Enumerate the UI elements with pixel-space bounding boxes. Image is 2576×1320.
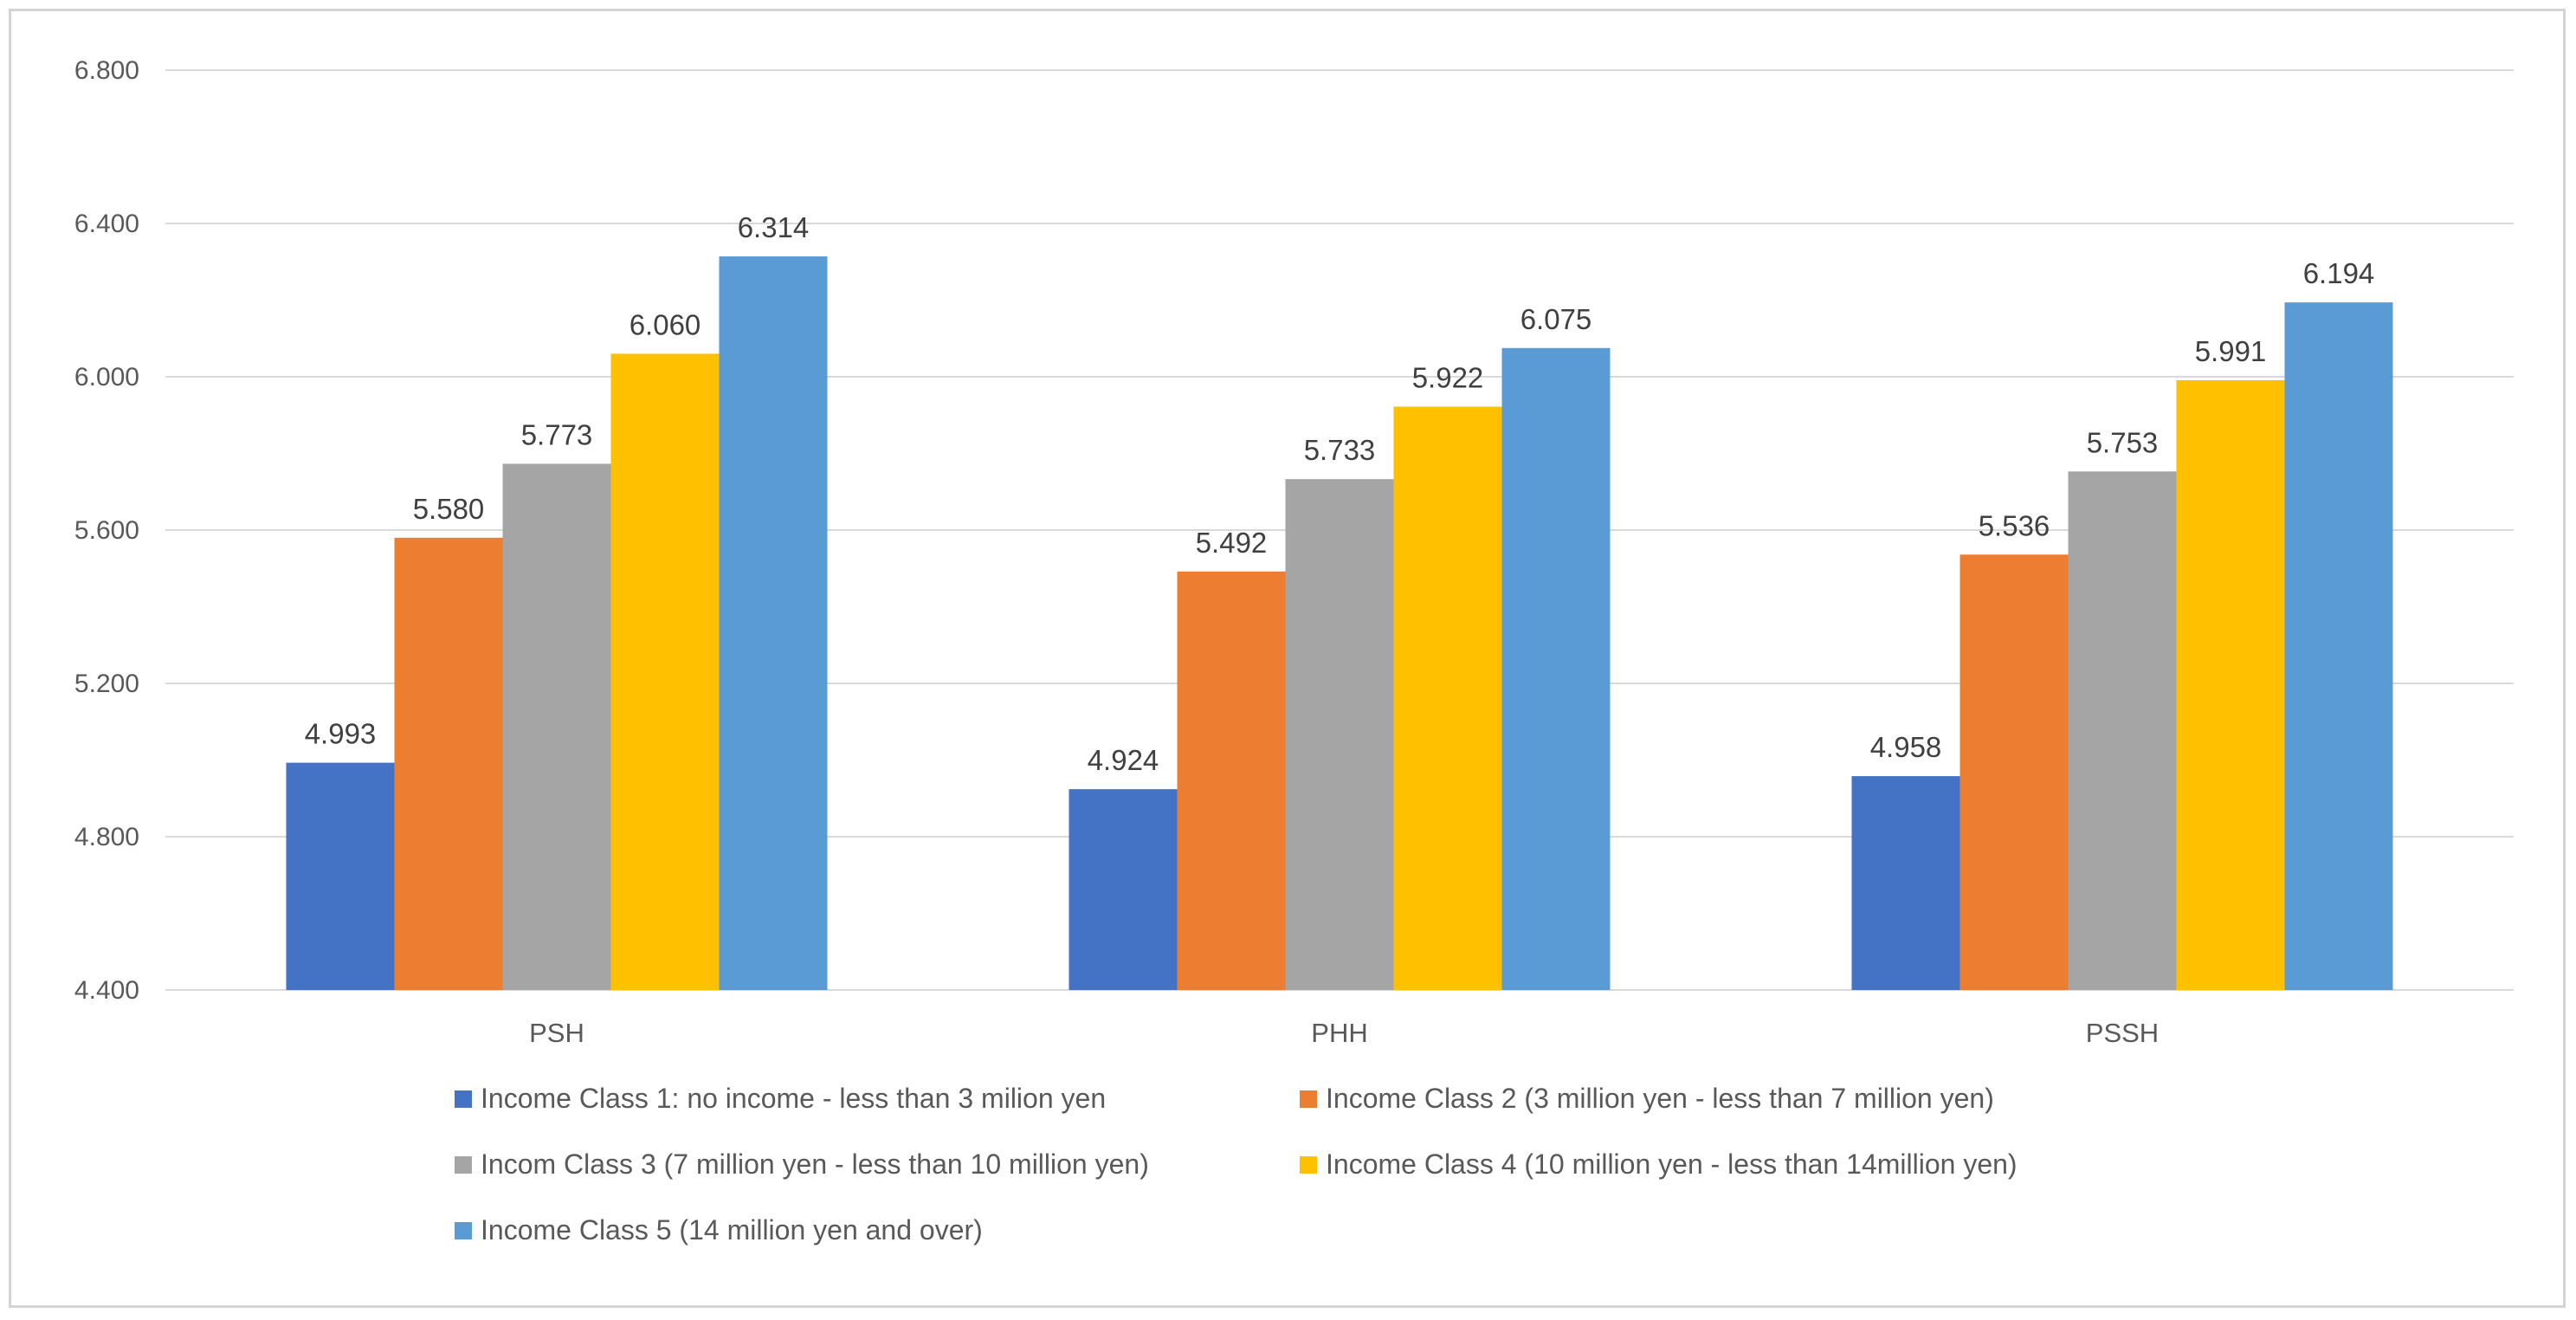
bar-pssh-class-3	[2068, 471, 2177, 990]
data-label: 5.753	[2087, 426, 2159, 458]
data-label: 5.580	[413, 493, 485, 525]
bar-phh-class-1	[1068, 789, 1178, 990]
data-label: 4.993	[305, 718, 377, 750]
y-tick-label: 6.000	[74, 363, 139, 391]
y-tick-label: 5.600	[74, 516, 139, 545]
bar-psh-class-5	[719, 256, 828, 990]
legend-item-class-4: Income Class 4 (10 million yen - less th…	[1300, 1149, 2018, 1180]
category-label-phh: PHH	[1311, 1018, 1367, 1048]
bar-psh-class-4	[610, 353, 720, 990]
bar-phh-class-2	[1177, 571, 1286, 990]
y-tick-label: 6.400	[74, 210, 139, 238]
x-axis-categories: PSH PHH PSSH	[529, 1018, 2159, 1048]
bar-psh-class-1	[286, 762, 395, 990]
data-label: 4.958	[1870, 731, 1942, 763]
data-label: 5.492	[1196, 527, 1268, 559]
bars	[286, 256, 2393, 990]
legend-item-class-1: Income Class 1: no income - less than 3 …	[455, 1083, 1106, 1114]
data-label: 5.773	[521, 418, 593, 450]
legend-swatch	[1300, 1156, 1317, 1174]
legend-label: Income Class 1: no income - less than 3 …	[481, 1083, 1106, 1114]
data-label: 5.536	[1979, 509, 2050, 541]
data-label: 5.922	[1412, 362, 1484, 394]
legend: Income Class 1: no income - less than 3 …	[455, 1083, 2018, 1246]
bar-chart: 4.400 4.800 5.200 5.600 6.000 6.400 6.800 4.99…	[74, 56, 2514, 1246]
data-label: 5.733	[1304, 434, 1376, 466]
data-label: 6.060	[629, 308, 701, 340]
bar-phh-class-4	[1393, 406, 1502, 990]
y-axis-ticks: 4.400 4.800 5.200 5.600 6.000 6.400 6.800	[74, 56, 139, 1005]
data-label: 6.075	[1520, 303, 1592, 335]
bar-pssh-class-4	[2176, 379, 2285, 990]
legend-swatch	[1300, 1090, 1317, 1108]
legend-label: Income Class 2 (3 million yen - less tha…	[1326, 1083, 1994, 1114]
y-tick-label: 5.200	[74, 670, 139, 698]
y-tick-label: 6.800	[74, 56, 139, 85]
bar-pssh-class-1	[1851, 776, 1960, 990]
legend-swatch	[455, 1222, 472, 1239]
data-label: 5.991	[2195, 335, 2267, 367]
data-label: 6.194	[2303, 257, 2375, 289]
data-label: 6.314	[738, 211, 810, 243]
legend-item-class-5: Income Class 5 (14 million yen and over)	[455, 1214, 983, 1246]
chart-frame: 4.400 4.800 5.200 5.600 6.000 6.400 6.800 4.99…	[9, 9, 2566, 1308]
bar-phh-class-5	[1501, 347, 1611, 990]
data-labels: 4.993 5.580 5.773 6.060 6.314 4.924 5.492 5.733…	[305, 211, 2375, 776]
legend-item-class-2: Income Class 2 (3 million yen - less tha…	[1300, 1083, 1994, 1114]
data-label: 4.924	[1088, 744, 1159, 776]
category-label-psh: PSH	[529, 1018, 584, 1048]
bar-phh-class-3	[1285, 479, 1394, 990]
bar-pssh-class-5	[2284, 302, 2393, 990]
legend-item-class-3: Incom Class 3 (7 million yen - less than…	[455, 1149, 1149, 1180]
legend-swatch	[455, 1156, 472, 1174]
y-tick-label: 4.800	[74, 823, 139, 851]
category-label-pssh: PSSH	[2086, 1018, 2159, 1048]
legend-label: Incom Class 3 (7 million yen - less than…	[481, 1149, 1149, 1180]
y-tick-label: 4.400	[74, 976, 139, 1005]
legend-label: Income Class 5 (14 million yen and over)	[481, 1214, 983, 1246]
legend-swatch	[455, 1090, 472, 1108]
bar-psh-class-2	[394, 537, 503, 990]
bar-pssh-class-2	[1959, 554, 2069, 990]
legend-label: Income Class 4 (10 million yen - less th…	[1326, 1149, 2018, 1180]
bar-psh-class-3	[502, 463, 611, 990]
